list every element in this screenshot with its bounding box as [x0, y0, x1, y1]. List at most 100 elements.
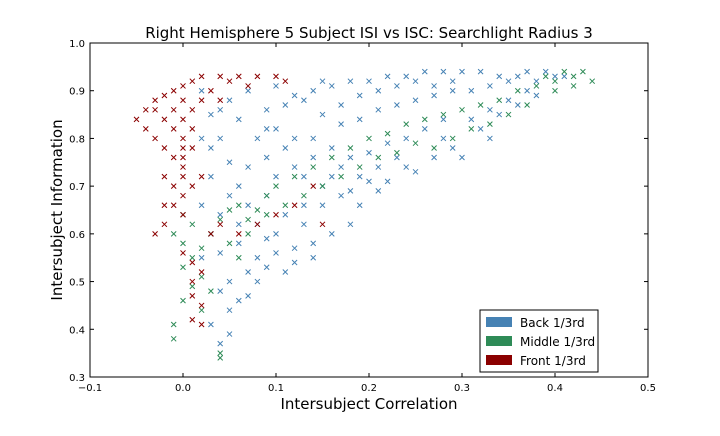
data-point [421, 116, 428, 123]
data-point [301, 173, 307, 180]
data-point [198, 173, 205, 180]
data-point [273, 173, 279, 180]
data-point [514, 102, 521, 108]
data-point [301, 97, 307, 104]
data-point [263, 192, 270, 199]
x-tick-label: −0.1 [78, 383, 102, 394]
data-point [189, 316, 196, 323]
data-point [440, 68, 447, 75]
data-point [496, 97, 503, 104]
data-point [328, 145, 335, 151]
data-point [319, 78, 326, 85]
data-point [570, 83, 577, 89]
data-point [189, 183, 196, 189]
data-point [152, 97, 158, 104]
data-point [273, 73, 279, 80]
data-point [226, 307, 233, 314]
data-point [273, 231, 279, 237]
data-point [208, 231, 214, 237]
data-point [356, 92, 363, 99]
data-point [180, 264, 186, 271]
data-point [366, 149, 372, 156]
ticks-layer: −0.1 0.0 0.1 0.2 0.3 0.4 0.5 0.3 0.4 0.5 0.6 0.7 0.8… [69, 39, 656, 394]
x-axis-title: Intersubject Correlation [280, 395, 457, 413]
data-point [273, 83, 279, 89]
data-point [133, 116, 140, 123]
data-point [440, 116, 447, 123]
data-point [282, 78, 289, 85]
data-point [235, 254, 242, 261]
data-point [319, 221, 326, 228]
data-point [189, 221, 196, 228]
data-point [170, 154, 177, 161]
data-point [394, 154, 400, 161]
data-point [533, 92, 540, 99]
data-point [487, 106, 493, 113]
legend-label-front: Front 1/3rd [520, 354, 586, 368]
data-point [235, 240, 242, 247]
data-point [310, 183, 317, 189]
data-point [301, 192, 307, 199]
data-point [208, 111, 214, 118]
data-point [180, 154, 186, 161]
data-point [412, 140, 419, 147]
data-point [403, 73, 410, 80]
data-point [394, 102, 400, 108]
data-point [198, 135, 205, 142]
data-point [245, 231, 251, 237]
data-point [263, 264, 270, 271]
data-point [328, 173, 335, 180]
data-point [170, 87, 177, 94]
data-point [152, 106, 158, 113]
data-point [347, 145, 354, 151]
data-point [394, 83, 400, 89]
data-point [487, 121, 493, 127]
data-point [198, 321, 205, 328]
data-point [570, 73, 577, 80]
data-point [217, 340, 224, 347]
data-point [459, 106, 465, 113]
data-point [552, 87, 558, 94]
data-point [273, 183, 279, 189]
data-point [161, 145, 168, 151]
data-point [170, 202, 177, 209]
data-point [384, 130, 391, 137]
data-point [180, 211, 186, 218]
data-point [468, 87, 475, 94]
data-point [217, 221, 224, 228]
data-point [245, 216, 251, 223]
data-point [235, 231, 242, 237]
data-point [561, 68, 568, 75]
data-point [161, 221, 168, 228]
data-point [412, 78, 419, 85]
data-point [524, 102, 530, 108]
data-point [208, 87, 214, 94]
data-point [180, 297, 186, 304]
legend-label-middle: Middle 1/3rd [520, 335, 595, 349]
data-point [384, 140, 391, 147]
data-point [217, 250, 224, 256]
data-point [412, 97, 419, 104]
data-point [226, 78, 233, 85]
data-point [347, 188, 354, 194]
series-middle [170, 68, 596, 361]
data-point [161, 116, 168, 123]
data-point [505, 111, 512, 118]
data-point [198, 245, 205, 252]
data-point [235, 116, 242, 123]
data-point [375, 106, 382, 113]
data-point [384, 73, 391, 80]
data-point [226, 159, 233, 166]
data-point [161, 202, 168, 209]
data-point [301, 221, 307, 228]
data-point [347, 221, 354, 228]
y-tick-label: 1.0 [69, 39, 85, 50]
points-layer [133, 68, 596, 361]
data-point [263, 235, 270, 242]
data-point [310, 164, 317, 170]
data-point [328, 83, 335, 89]
data-point [524, 68, 530, 75]
data-point [514, 73, 521, 80]
data-point [142, 106, 149, 113]
data-point [161, 173, 168, 180]
